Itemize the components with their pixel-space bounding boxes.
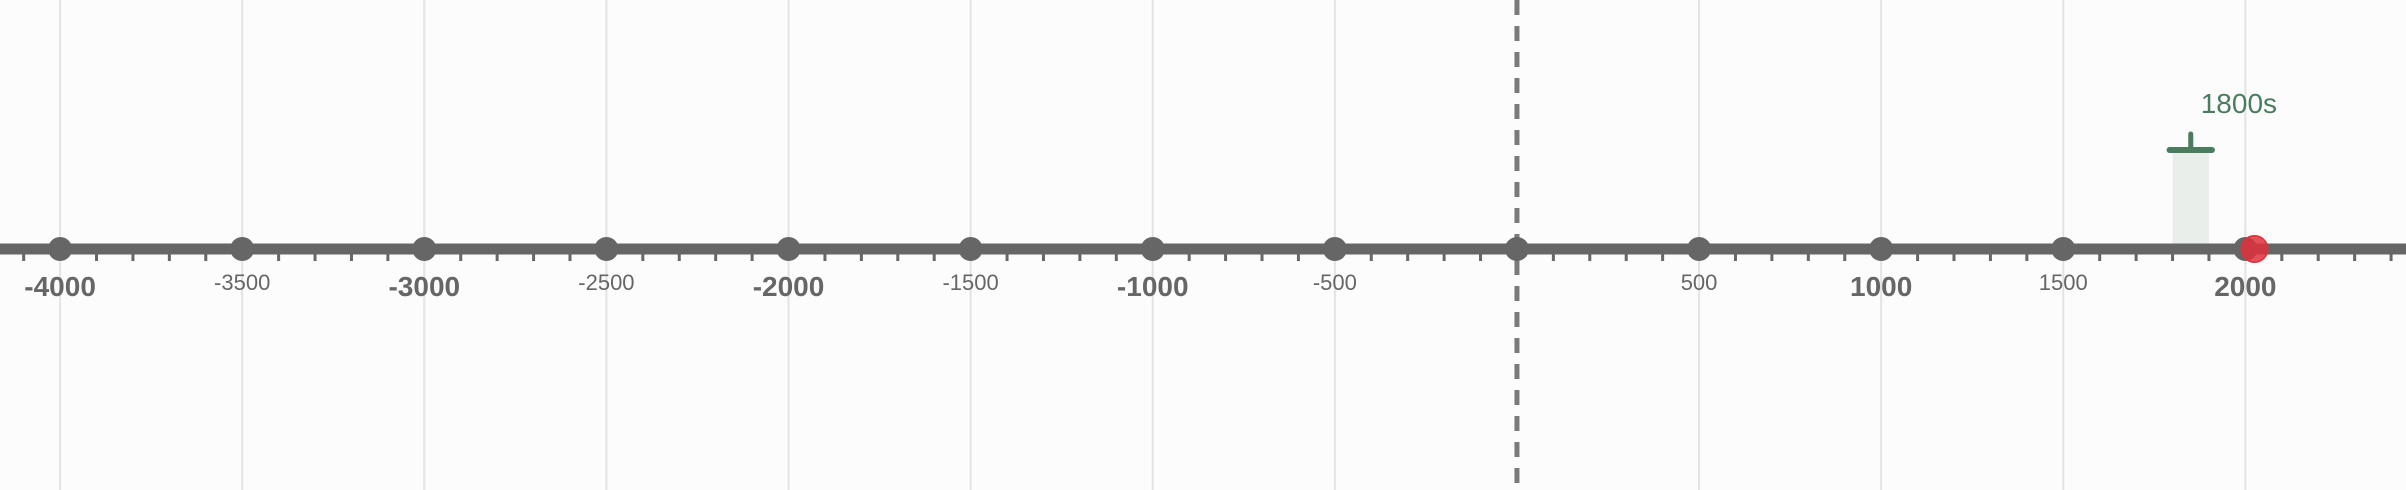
tick-label: -3500	[214, 270, 270, 295]
major-tick-dot	[1140, 237, 1165, 261]
tick-label: 2000	[2214, 271, 2276, 302]
tick-label: 1000	[1850, 271, 1912, 302]
tick-label: -1500	[942, 270, 998, 295]
major-tick-dot	[1322, 237, 1347, 261]
tick-label: -1000	[1117, 271, 1189, 302]
major-tick-dot	[776, 237, 801, 261]
tick-label: -2500	[578, 270, 634, 295]
major-tick-dot	[48, 237, 73, 261]
major-tick-dot	[958, 237, 983, 261]
century-highlight[interactable]: 1800s	[2166, 88, 2278, 249]
current-year-marker[interactable]	[2240, 235, 2269, 263]
highlight-range-label[interactable]: 1800s	[2201, 88, 2277, 119]
tick-label: 500	[1681, 270, 1718, 295]
major-tick-dot	[230, 237, 255, 261]
major-tick-dot	[2051, 237, 2076, 261]
major-tick-dot	[1869, 237, 1894, 261]
major-tick-dot	[412, 237, 437, 261]
tick-labels: -4000 -3500 -3000 -2500 -2000 -1500 -1000 -500 5…	[24, 270, 2276, 302]
current-year-dot[interactable]	[2242, 237, 2267, 261]
tick-label: -500	[1313, 270, 1357, 295]
current-year-ring[interactable]	[2240, 235, 2269, 263]
tick-label: 1500	[2039, 270, 2088, 295]
major-tick-dot	[1687, 237, 1712, 261]
minor-ticks	[22, 252, 2393, 261]
major-tick-dot	[1504, 237, 1529, 261]
highlight-range-fill[interactable]	[2172, 150, 2209, 249]
major-tick-dot	[594, 237, 619, 261]
tick-label: -4000	[24, 271, 96, 302]
tick-label: -3000	[388, 271, 460, 302]
tick-label: -2000	[753, 271, 825, 302]
